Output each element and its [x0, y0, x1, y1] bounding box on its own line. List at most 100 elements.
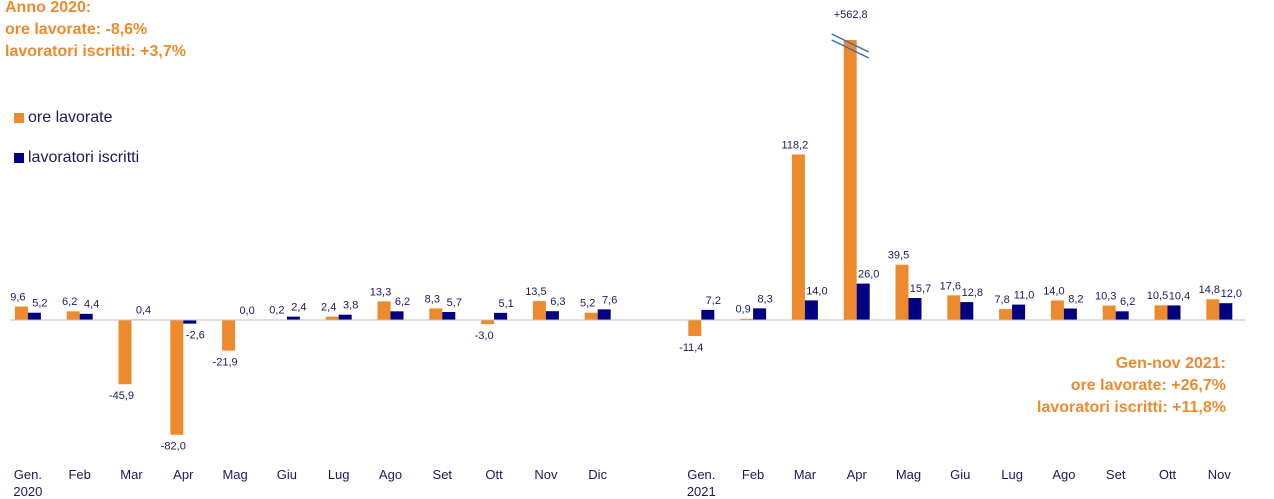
bar — [66, 311, 80, 320]
bar — [584, 312, 598, 320]
value-label: -82,0 — [161, 441, 186, 453]
bar — [856, 283, 870, 320]
axis-break — [831, 33, 870, 53]
value-label: 5,1 — [498, 298, 513, 310]
bar — [79, 313, 93, 320]
bar — [118, 320, 132, 385]
value-label: 8,3 — [425, 293, 440, 305]
value-label: 8,2 — [1068, 293, 1083, 305]
bar — [1012, 304, 1026, 320]
value-label: 14,0 — [806, 285, 827, 297]
value-label: +562,8 — [834, 9, 868, 21]
value-label: 11,0 — [1014, 290, 1035, 302]
bar — [1102, 305, 1116, 320]
x-tick-label: Feb — [68, 467, 91, 482]
bar — [1219, 303, 1233, 320]
bar — [545, 311, 559, 320]
bar — [1154, 305, 1168, 320]
x-tick-label: Dic — [588, 467, 608, 482]
x-tick-label: Set — [432, 467, 453, 482]
bar — [843, 40, 857, 320]
bar — [390, 311, 404, 320]
x-tick-label: Mar — [793, 467, 817, 482]
value-label: 14,0 — [1043, 285, 1064, 297]
legend-swatch — [14, 113, 24, 123]
value-label: 12,0 — [1221, 288, 1242, 300]
value-label: 5,2 — [32, 298, 47, 310]
value-label: 2,4 — [291, 302, 306, 314]
bar — [222, 320, 236, 351]
bar — [1167, 305, 1181, 320]
x-tick-label: Ago — [378, 467, 403, 482]
x-tick-label: Giu — [950, 467, 971, 482]
x-tick-label: Lug — [1001, 467, 1023, 482]
x-tick-label: Mar — [120, 467, 143, 482]
x-tick-label: Mag — [222, 467, 248, 482]
bar — [1206, 299, 1220, 320]
value-label: 14,8 — [1199, 284, 1220, 296]
annotation: lavoratori iscritti: +11,8% — [1037, 399, 1226, 416]
value-label: 5,7 — [447, 297, 462, 309]
annotation: ore lavorate: +26,7% — [1071, 377, 1226, 394]
value-label: 10,4 — [1169, 290, 1190, 302]
value-label: 2,4 — [321, 302, 336, 314]
value-label: -3,0 — [475, 330, 494, 342]
bar — [338, 314, 352, 320]
x-tick-label: Nov — [1207, 467, 1231, 482]
annotation: Gen-nov 2021: — [1116, 355, 1226, 372]
value-label: 12,8 — [962, 287, 983, 299]
bar — [597, 309, 611, 320]
bar — [429, 308, 443, 320]
bar — [494, 312, 508, 320]
x-tick-label: Lug — [327, 467, 350, 482]
bar — [325, 316, 339, 320]
x-tick-label: Apr — [846, 467, 867, 482]
value-label: 5,2 — [580, 298, 595, 310]
bar — [183, 320, 197, 324]
bar — [1115, 311, 1129, 320]
value-label: 0,2 — [269, 305, 284, 317]
x-tick-label: Ott — [485, 467, 503, 482]
bar — [1050, 300, 1064, 320]
value-label: 9,6 — [10, 291, 25, 303]
value-label: -21,9 — [213, 357, 238, 369]
bar — [286, 316, 300, 320]
bar — [442, 312, 456, 320]
value-label: 0,9 — [735, 304, 750, 316]
value-label: 6,2 — [395, 296, 410, 308]
value-label: -45,9 — [109, 390, 134, 402]
value-label: 15,7 — [910, 283, 931, 295]
x-tick-label: Ago — [1052, 467, 1076, 482]
value-label: 3,8 — [343, 300, 358, 312]
bar — [1063, 308, 1077, 320]
annotation: ore lavorate: -8,6% — [5, 21, 147, 38]
bar — [947, 295, 961, 320]
bar — [170, 320, 184, 435]
x-tick-label: Set — [1105, 467, 1126, 482]
value-label: 6,3 — [550, 296, 565, 308]
legend-label: ore lavorate — [28, 109, 113, 126]
value-label: 0,4 — [136, 304, 151, 316]
legend-label: lavoratori iscritti — [28, 149, 139, 166]
value-label: 13,3 — [370, 286, 391, 298]
bar — [481, 320, 495, 325]
bar — [740, 318, 754, 320]
bar — [532, 301, 546, 320]
bar — [701, 309, 715, 320]
bar — [960, 302, 974, 320]
bar — [688, 320, 702, 336]
x-tick-label: Apr — [173, 467, 194, 482]
value-label: 10,5 — [1147, 290, 1168, 302]
value-label: 7,6 — [602, 294, 617, 306]
value-label: -11,4 — [679, 342, 703, 354]
x-tick-label: Mag — [895, 467, 922, 482]
value-label: 17,6 — [940, 280, 961, 292]
bar — [377, 301, 391, 320]
value-label: 7,2 — [706, 295, 721, 307]
bar — [753, 308, 767, 320]
value-label: -2,6 — [186, 330, 205, 342]
x-tick-label: Gen. 2020 — [13, 467, 43, 499]
x-tick-label: Gen. 2021 — [686, 467, 716, 499]
